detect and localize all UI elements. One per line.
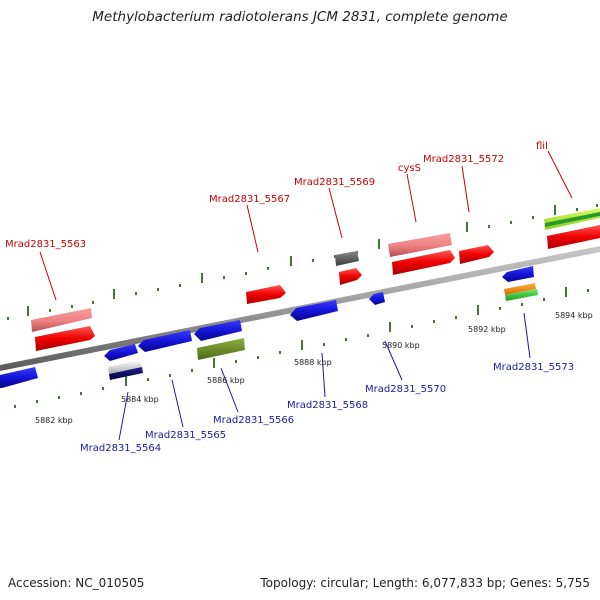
gene-5563-red[interactable] (35, 326, 95, 351)
gene-5569-red[interactable] (339, 268, 362, 285)
tick-label-5894: 5894 kbp (555, 311, 593, 320)
accession-text: Accession: NC_010505 (8, 576, 145, 590)
gene-flil-red[interactable] (547, 225, 600, 249)
gene-5564-blue[interactable] (104, 344, 138, 361)
tick-label-5888: 5888 kbp (294, 358, 332, 367)
genome-title: Methylobacterium radiotolerans JCM 2831,… (92, 9, 508, 25)
label-mrad2831-5566: Mrad2831_5566 (213, 415, 294, 426)
label-flil: flil (536, 141, 548, 152)
gene-5573-orange[interactable] (504, 283, 536, 295)
gene-5573-green[interactable] (505, 289, 538, 301)
gene-5572[interactable] (459, 245, 494, 264)
gene-5566-blue[interactable] (194, 320, 242, 341)
gene-5566-olive[interactable] (197, 338, 245, 360)
gene-5569-gray[interactable] (335, 251, 359, 266)
label-mrad2831-5572: Mrad2831_5572 (423, 154, 504, 165)
label-mrad2831-5567: Mrad2831_5567 (209, 194, 290, 205)
gene-5565[interactable] (138, 330, 192, 352)
gene-5564-white[interactable] (108, 360, 142, 374)
genome-summary-text: Topology: circular; Length: 6,077,833 bp… (260, 576, 590, 590)
label-mrad2831-5568: Mrad2831_5568 (287, 400, 368, 411)
gene-edge-blue[interactable] (0, 367, 38, 388)
gene-5567[interactable] (246, 285, 286, 304)
minus-leaders (118, 312, 531, 441)
tick-label-5892: 5892 kbp (468, 325, 506, 334)
gene-5568[interactable] (290, 300, 338, 321)
label-cysS: cysS (398, 163, 421, 174)
gene-5563-pink[interactable] (31, 308, 92, 332)
tick-label-5882: 5882 kbp (35, 416, 73, 425)
label-mrad2831-5573: Mrad2831_5573 (493, 362, 574, 373)
label-mrad2831-5565: Mrad2831_5565 (145, 430, 226, 441)
minus-strand-ticks (14, 287, 589, 408)
gene-5570[interactable] (369, 292, 385, 305)
gene-cysS-red[interactable] (392, 250, 455, 275)
label-mrad2831-5569: Mrad2831_5569 (294, 177, 375, 188)
plus-leaders (39, 150, 573, 301)
label-mrad2831-5570: Mrad2831_5570 (365, 384, 446, 395)
label-mrad2831-5564: Mrad2831_5564 (80, 443, 161, 454)
gene-flil-green[interactable] (545, 212, 600, 227)
gene-cysS-pink[interactable] (388, 233, 452, 257)
tick-label-5890: 5890 kbp (382, 341, 420, 350)
label-mrad2831-5563: Mrad2831_5563 (5, 239, 86, 250)
gene-5564-navy[interactable] (109, 367, 143, 380)
tick-label-5884: 5884 kbp (121, 395, 159, 404)
plus-strand-ticks (7, 204, 598, 320)
gene-5573-blue[interactable] (502, 266, 534, 282)
